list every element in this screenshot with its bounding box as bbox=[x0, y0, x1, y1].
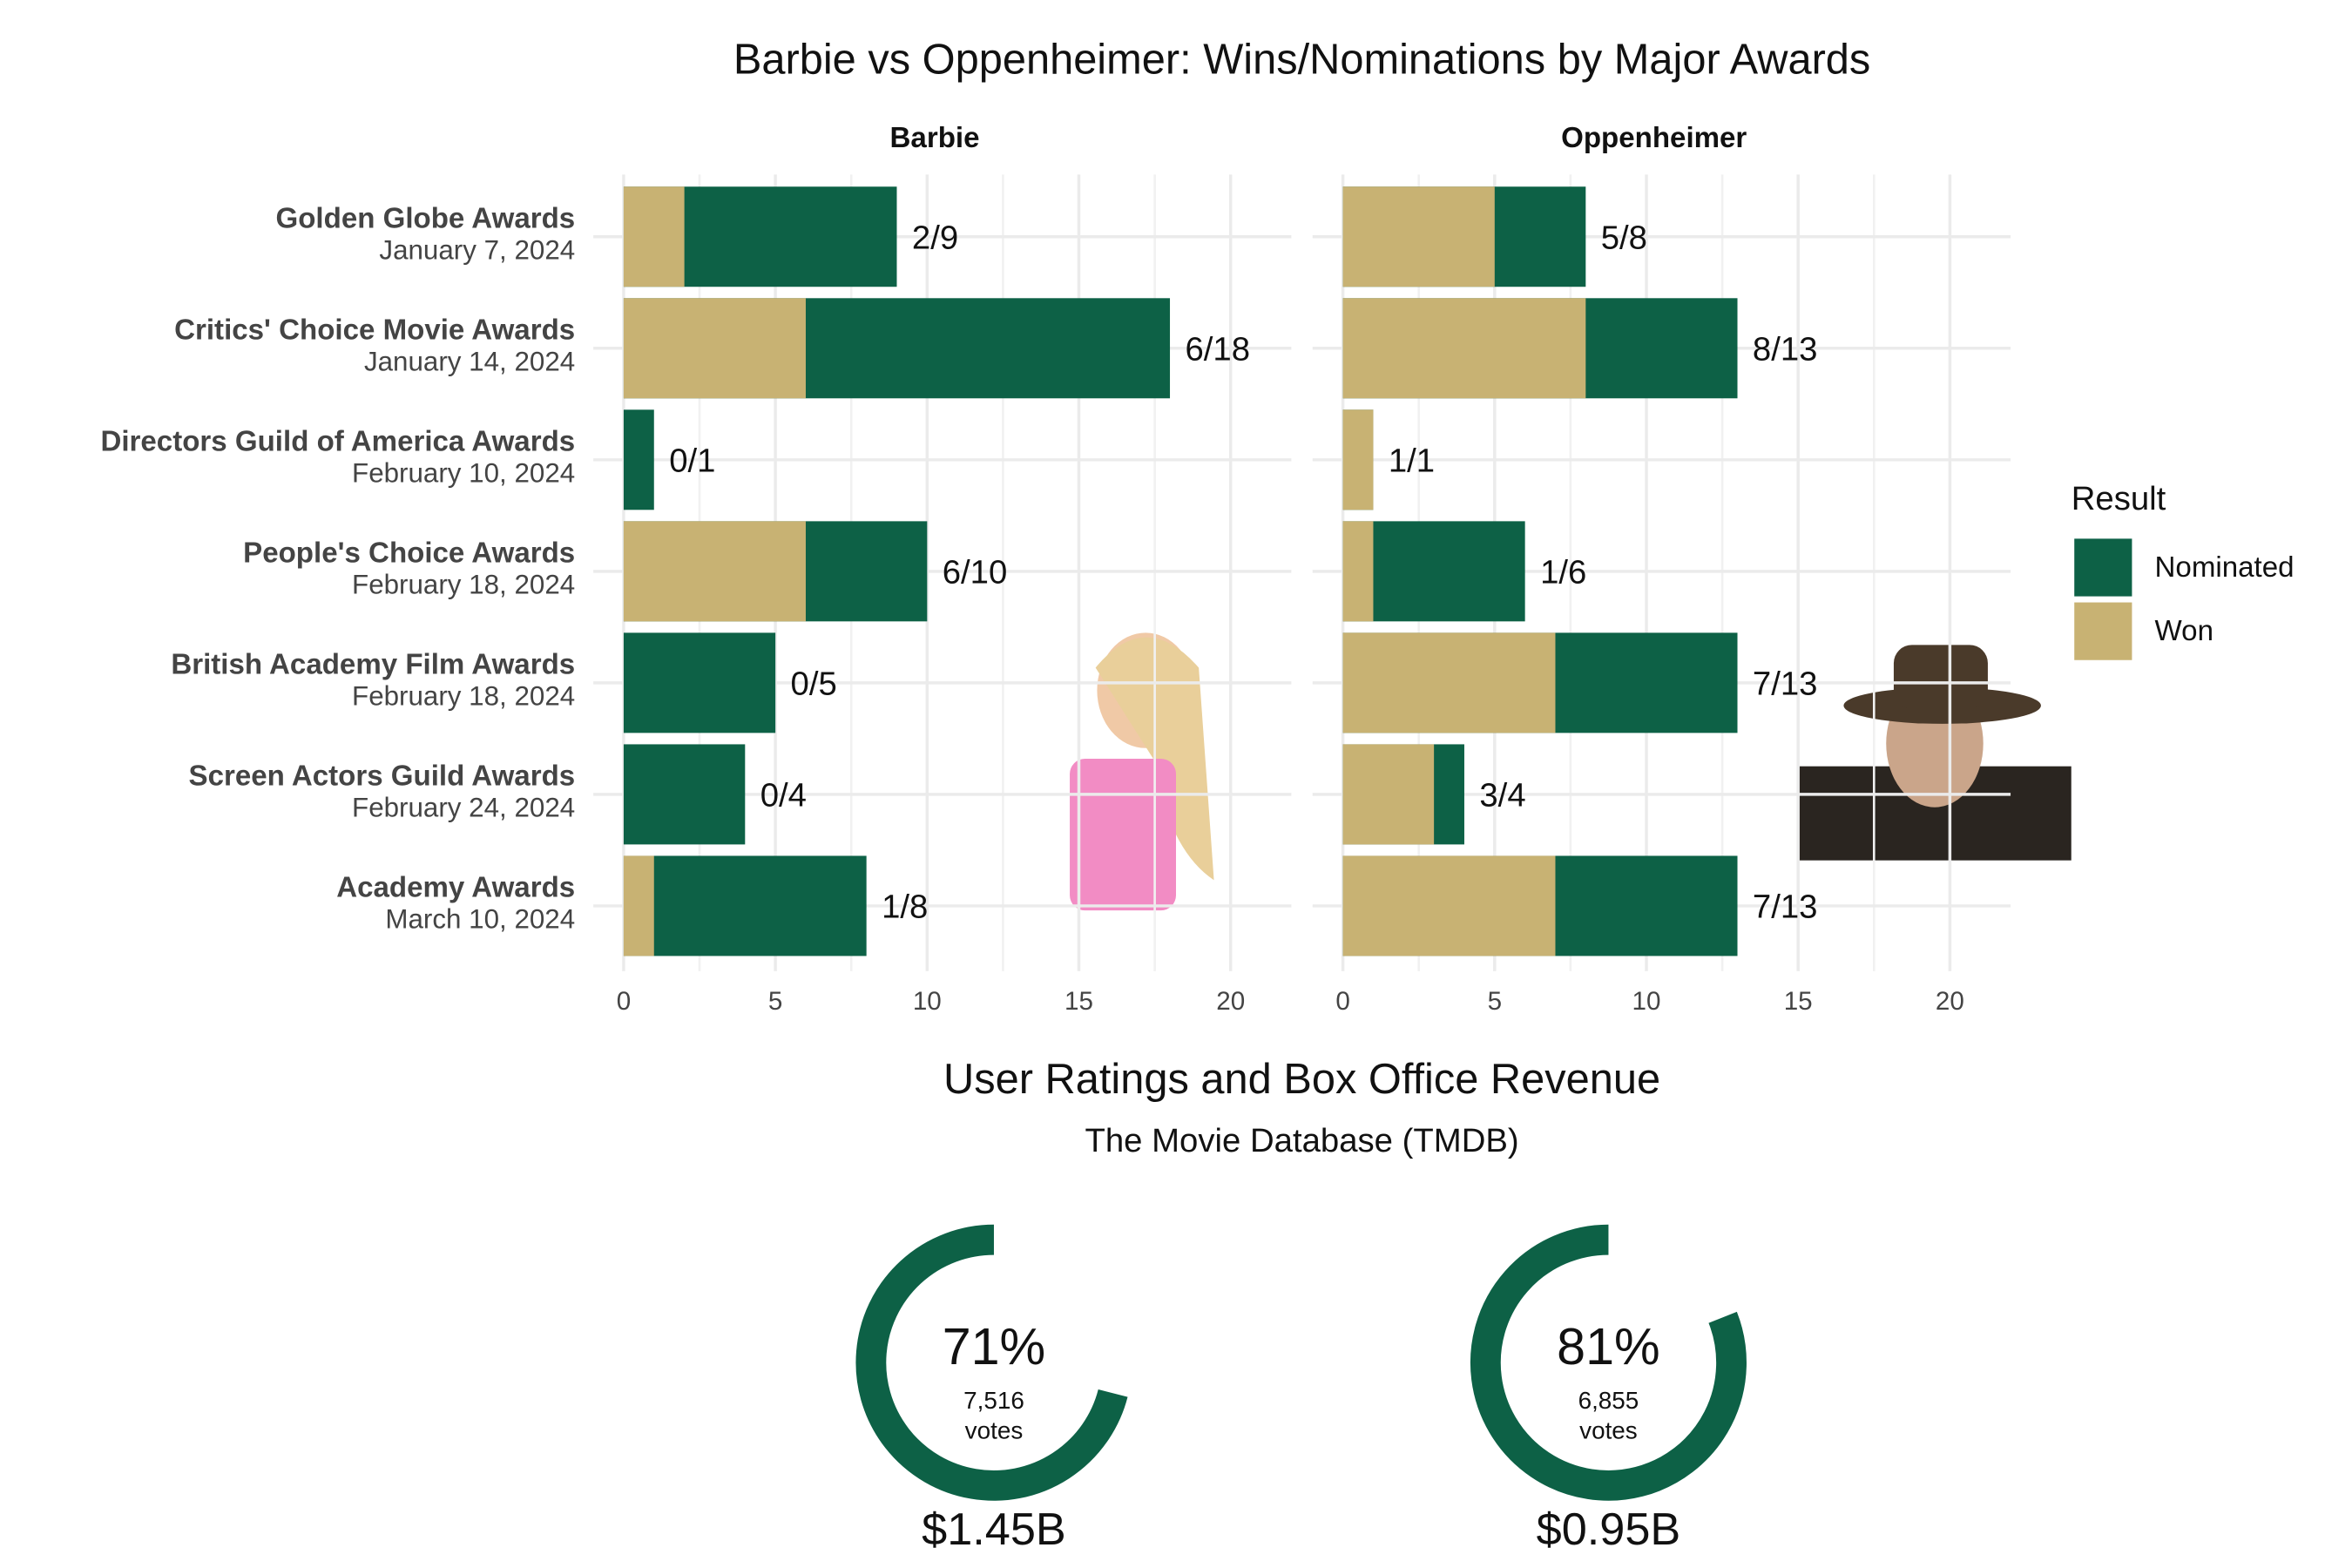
category-label: Critics' Choice Movie Awards bbox=[174, 314, 575, 346]
x-tick-label: 10 bbox=[1632, 987, 1661, 1016]
bar bbox=[623, 632, 776, 733]
chart-title: Barbie vs Oppenheimer: Wins/Nominations … bbox=[733, 36, 1870, 83]
category-label: British Academy Film Awards bbox=[171, 648, 575, 680]
bar bbox=[1342, 521, 1374, 622]
category-label: People's Choice Awards bbox=[243, 537, 575, 569]
votes-count: 6,855 bbox=[1578, 1387, 1639, 1414]
donut-title: User Ratings and Box Office Revenue bbox=[943, 1056, 1660, 1103]
bar bbox=[623, 186, 685, 287]
value-label: 1/1 bbox=[1389, 442, 1435, 479]
bar bbox=[623, 855, 867, 956]
bar bbox=[623, 744, 746, 845]
value-label: 7/13 bbox=[1753, 665, 1818, 702]
bar bbox=[1342, 409, 1374, 510]
oppenheimer-illustration bbox=[1798, 645, 2072, 861]
bar bbox=[623, 521, 806, 622]
rating-label: 81% bbox=[1557, 1317, 1660, 1375]
bar bbox=[623, 409, 654, 510]
value-label: 7/13 bbox=[1753, 889, 1818, 926]
value-label: 6/10 bbox=[943, 553, 1008, 591]
category-date: February 24, 2024 bbox=[352, 793, 575, 823]
x-tick-label: 20 bbox=[1936, 987, 1964, 1016]
votes-count: 7,516 bbox=[963, 1387, 1024, 1414]
bar bbox=[1342, 298, 1586, 399]
x-tick-label: 5 bbox=[768, 987, 782, 1016]
value-label: 1/8 bbox=[882, 889, 928, 926]
value-label: 0/5 bbox=[791, 665, 837, 702]
revenue-label: $0.95B bbox=[1537, 1504, 1681, 1555]
x-tick-label: 0 bbox=[617, 987, 631, 1016]
donut-subtitle: The Movie Database (TMDB) bbox=[1085, 1122, 1518, 1159]
value-label: 3/4 bbox=[1479, 777, 1525, 814]
category-label: Academy Awards bbox=[336, 872, 575, 904]
rating-label: 71% bbox=[943, 1317, 1046, 1375]
value-label: 6/18 bbox=[1185, 330, 1250, 368]
category-date: February 10, 2024 bbox=[352, 458, 575, 489]
barbie-illustration bbox=[1070, 632, 1214, 911]
x-tick-label: 20 bbox=[1216, 987, 1245, 1016]
revenue-label: $1.45B bbox=[922, 1504, 1066, 1555]
value-label: 8/13 bbox=[1753, 330, 1818, 368]
facet-title: Oppenheimer bbox=[1561, 122, 1747, 154]
bar bbox=[1342, 186, 1495, 287]
x-tick-label: 15 bbox=[1064, 987, 1093, 1016]
category-label: Directors Guild of America Awards bbox=[100, 425, 575, 457]
x-tick-label: 15 bbox=[1784, 987, 1813, 1016]
category-date: March 10, 2024 bbox=[385, 904, 575, 935]
donut-arc bbox=[1470, 1224, 1747, 1501]
bar bbox=[1342, 632, 1556, 733]
votes-caption: votes bbox=[965, 1417, 1024, 1444]
votes-caption: votes bbox=[1579, 1417, 1638, 1444]
legend-title: Result bbox=[2072, 480, 2166, 517]
legend-label: Nominated bbox=[2155, 551, 2295, 584]
value-label: 2/9 bbox=[912, 219, 958, 256]
value-label: 1/6 bbox=[1540, 553, 1586, 591]
category-date: January 7, 2024 bbox=[379, 234, 575, 265]
category-label: Screen Actors Guild Awards bbox=[189, 760, 576, 792]
legend-label: Won bbox=[2155, 615, 2213, 647]
category-date: February 18, 2024 bbox=[352, 681, 575, 712]
x-tick-label: 10 bbox=[913, 987, 942, 1016]
category-date: February 18, 2024 bbox=[352, 570, 575, 600]
category-label: Golden Globe Awards bbox=[275, 202, 575, 234]
legend-swatch bbox=[2074, 538, 2132, 597]
value-label: 0/1 bbox=[669, 442, 715, 479]
bar bbox=[1342, 855, 1556, 956]
x-tick-label: 0 bbox=[1335, 987, 1349, 1016]
donut-arc bbox=[855, 1224, 1128, 1501]
bar bbox=[623, 298, 806, 399]
bar bbox=[623, 855, 654, 956]
value-label: 0/4 bbox=[760, 777, 807, 814]
x-tick-label: 5 bbox=[1488, 987, 1502, 1016]
facet-title: Barbie bbox=[890, 122, 980, 154]
legend-swatch bbox=[2074, 602, 2132, 660]
value-label: 5/8 bbox=[1601, 219, 1647, 256]
bar bbox=[1342, 744, 1435, 845]
category-date: January 14, 2024 bbox=[364, 346, 575, 376]
